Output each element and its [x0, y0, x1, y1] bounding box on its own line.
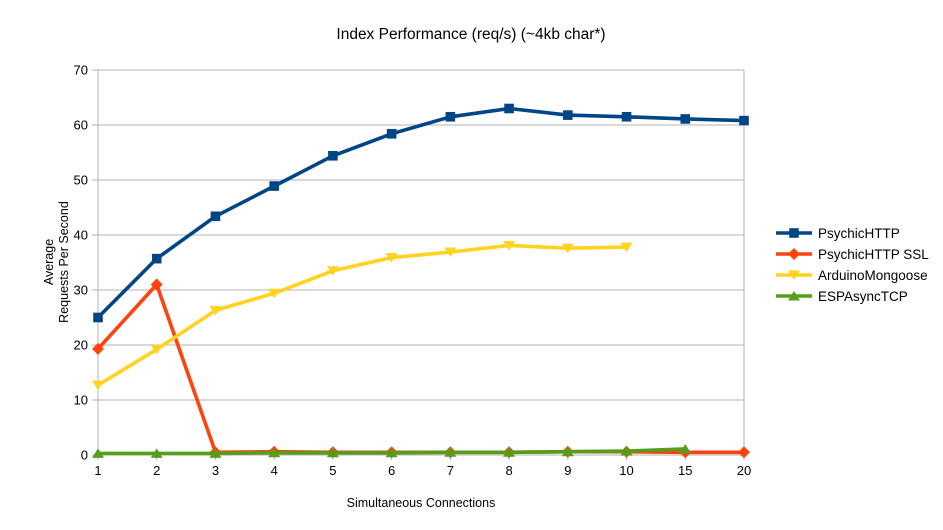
series-psychichttp: [93, 103, 749, 323]
marker-arduinomongoose-10: [620, 242, 633, 253]
legend-marker-psychichttp: [789, 228, 799, 238]
y-tick-label-60: 60: [74, 118, 88, 133]
series-espasynctcp: [92, 443, 692, 458]
marker-psychichttp-9: [563, 110, 573, 120]
legend-label-psychichttp: PsychicHTTP: [818, 226, 900, 241]
marker-arduinomongoose-9: [561, 243, 574, 254]
marker-psychichttp-2: [151, 253, 162, 264]
marker-psychichttp-15: [680, 114, 691, 124]
x-tick-label-15: 15: [678, 463, 692, 478]
x-tick-label-10: 10: [619, 463, 633, 478]
legend-marker-arduinomongoose: [788, 270, 800, 280]
marker-espasynctcp-3: [209, 448, 222, 458]
marker-psychichttp-1: [93, 312, 103, 323]
y-tick-label-40: 40: [74, 228, 88, 243]
chart-title: Index Performance (req/s) (~4kb char*): [336, 26, 605, 43]
series-line-psychichttp: [96, 106, 745, 319]
marker-espasynctcp-7: [444, 447, 457, 457]
marker-espasynctcp-6: [385, 447, 398, 458]
legend-marker-psychichttp-ssl: [788, 248, 800, 260]
legend-label-psychichttp-ssl: PsychicHTTP SSL: [818, 247, 929, 262]
marker-arduinomongoose-3: [209, 305, 222, 316]
legend: PsychicHTTP PsychicHTTP SSL ArduinoMongoos…: [776, 226, 929, 304]
marker-arduinomongoose-2: [150, 344, 163, 355]
legend-marker-espasynctcp: [788, 291, 800, 301]
y-tick-label-70: 70: [74, 63, 88, 78]
y-axis-title-line2: Requests Per Second: [57, 201, 71, 323]
marker-espasynctcp-4: [268, 447, 281, 458]
series-line-psychichttp-ssl: [96, 282, 744, 455]
x-axis-title: Simultaneous Connections: [347, 496, 496, 510]
marker-arduinomongoose-5: [326, 266, 339, 276]
marker-espasynctcp-9: [561, 446, 574, 457]
marker-psychichttp-6: [386, 129, 397, 139]
x-tick-label-1: 1: [94, 463, 101, 478]
legend-item-psychichttp: PsychicHTTP: [776, 226, 900, 241]
x-tick-label-2: 2: [153, 463, 160, 478]
marker-arduinomongoose-6: [385, 253, 398, 263]
gridlines-layer: [98, 69, 744, 456]
x-tick-label-7: 7: [447, 463, 454, 478]
marker-espasynctcp-2: [150, 448, 163, 458]
y-tick-label-50: 50: [74, 173, 88, 188]
legend-label-espasynctcp: ESPAsyncTCP: [818, 289, 908, 304]
marker-psychichttp-ssl-1: [92, 342, 104, 355]
marker-psychichttp-20: [739, 115, 749, 126]
series-psychichttp-ssl: [92, 278, 750, 459]
legend-item-espasynctcp: ESPAsyncTCP: [776, 289, 908, 304]
marker-arduinomongoose-7: [444, 247, 457, 258]
y-tick-label-10: 10: [74, 393, 88, 408]
x-tick-label-8: 8: [505, 463, 512, 478]
marker-espasynctcp-8: [503, 447, 516, 457]
y-tick-label-30: 30: [74, 283, 88, 298]
marker-psychichttp-4: [269, 181, 279, 191]
y-tick-label-0: 0: [81, 448, 88, 463]
marker-psychichttp-7: [445, 111, 456, 122]
series-arduinomongoose: [92, 240, 633, 391]
x-tick-label-3: 3: [212, 463, 219, 478]
marker-psychichttp-10: [621, 111, 632, 122]
marker-arduinomongoose-8: [503, 240, 516, 251]
y-axis-title-line1: Average: [42, 239, 56, 285]
x-tick-label-5: 5: [329, 463, 336, 478]
legend-label-arduinomongoose: ArduinoMongoose: [818, 268, 928, 283]
series-line-arduinomongoose: [97, 243, 627, 387]
x-tick-label-6: 6: [388, 463, 395, 478]
marker-psychichttp-8: [504, 103, 514, 114]
y-axis-title: Average Requests Per Second: [42, 201, 71, 323]
y-tick-label-20: 20: [74, 338, 88, 353]
legend-item-arduinomongoose: ArduinoMongoose: [776, 268, 928, 283]
marker-espasynctcp-15: [679, 443, 692, 454]
marker-psychichttp-ssl-2: [150, 278, 163, 291]
marker-arduinomongoose-1: [92, 380, 104, 391]
x-tick-label-20: 20: [737, 463, 751, 478]
series-layer: [92, 103, 750, 459]
x-tick-label-9: 9: [564, 463, 571, 478]
legend-item-psychichttp-ssl: PsychicHTTP SSL: [776, 247, 929, 262]
marker-psychichttp-3: [210, 211, 221, 222]
marker-espasynctcp-10: [620, 446, 633, 456]
marker-psychichttp-5: [328, 151, 338, 161]
x-tick-label-4: 4: [271, 463, 278, 478]
marker-espasynctcp-5: [326, 447, 339, 458]
marker-psychichttp-ssl-20: [738, 446, 750, 459]
marker-espasynctcp-1: [92, 448, 104, 458]
marker-arduinomongoose-4: [268, 288, 281, 299]
